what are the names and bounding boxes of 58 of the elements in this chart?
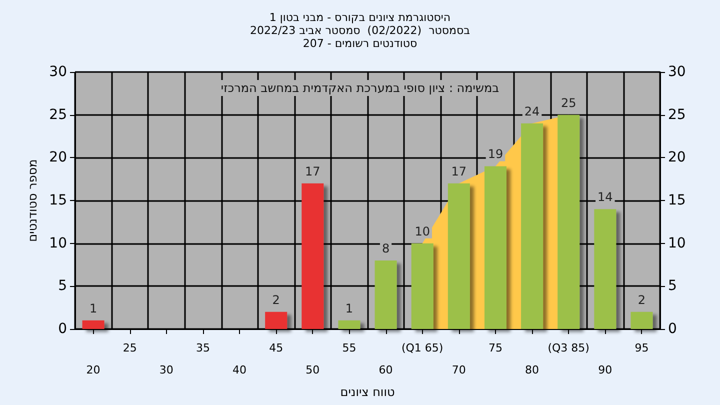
bar [448,183,470,329]
x-tick-label: 60 [378,364,393,376]
data-label: 17 [451,164,467,178]
annotation: במשימה : ציון סופי במערכת האקדמית במחשב המרכזי [220,81,500,95]
y-axis-title: מספר סטודנטים [25,159,40,242]
x-tick-label: 45 [269,342,284,354]
data-label: 1 [89,301,98,316]
y2-tick-label: 20 [668,150,686,166]
bar [630,312,653,329]
y2-tick-label: 5 [668,278,677,294]
x-tick-label: (Q3 85) [548,342,590,354]
data-label: 10 [414,224,430,238]
y-tick-label: 5 [58,278,67,294]
data-label: 2 [638,292,646,307]
y-tick-label: 10 [49,235,67,252]
y-tick-label: 25 [49,106,67,123]
x-tick-label: 20 [86,364,100,376]
bar [374,260,397,329]
data-label: 25 [560,96,576,110]
x-tick-label: (Q1 65) [401,342,444,354]
x-tick-label: 75 [488,342,502,354]
x-tick-label: 95 [634,342,649,354]
bar [594,209,616,329]
x-tick-label: 80 [525,364,540,376]
y2-tick-label: 30 [668,64,686,80]
x-tick-label: 70 [452,364,466,376]
chart-title: היסטוגרמת ציונים בקורס - מבני בטון 1 בסמסטר (02/2022) סמסטר אביב 2022/23 סטודנטים רשומים - 207 [250,11,470,50]
y-tick-label: 20 [49,150,67,166]
bar [558,114,580,329]
bar [82,320,104,329]
data-label: 24 [524,104,540,118]
data-label: 14 [598,190,613,204]
y2-tick-label: 10 [668,235,686,252]
x-tick-label: 35 [196,342,210,354]
bar [302,183,324,329]
bar [265,312,288,329]
y-tick-label: 15 [49,192,67,208]
x-tick-label: 55 [342,342,356,354]
bar [521,123,544,329]
y-tick-label: 0 [58,321,67,337]
bar [338,320,360,329]
bar [484,166,506,329]
data-label: 8 [382,241,390,256]
data-label: 19 [488,147,504,162]
data-label: 2 [272,292,280,307]
x-tick-label: 90 [598,364,612,376]
x-tick-label: 40 [232,364,247,376]
data-label: 1 [345,301,354,316]
y-tick-label: 30 [49,64,67,80]
x-tick-label: 50 [306,364,320,376]
y2-tick-label: 0 [668,321,677,337]
x-axis-title: טווח ציונים [340,384,395,399]
x-tick-label: 30 [159,364,174,376]
bar [411,243,434,329]
data-label: 17 [305,164,320,178]
x-tick-label: 25 [122,342,137,354]
y2-tick-label: 25 [668,106,686,123]
y2-tick-label: 15 [668,192,686,208]
